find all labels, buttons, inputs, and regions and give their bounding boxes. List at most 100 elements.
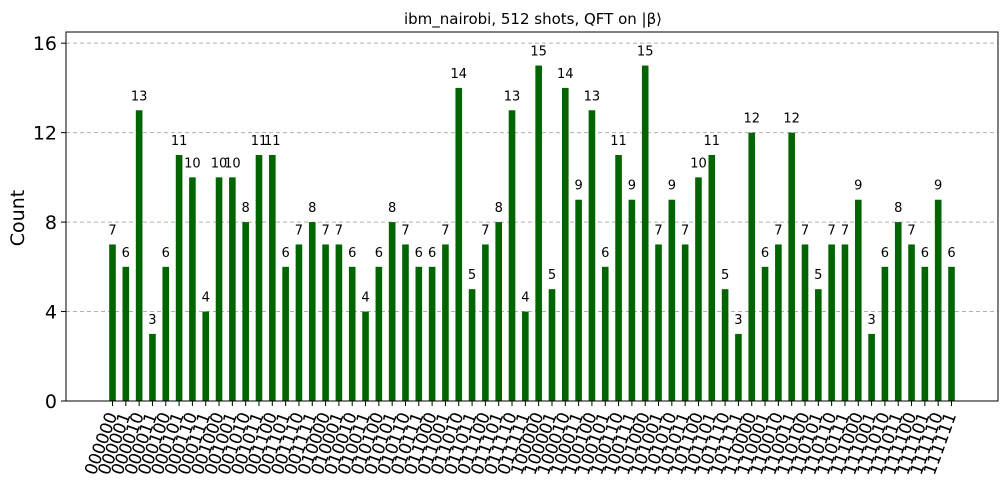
bar-value-label: 9 [628,179,636,194]
bar [415,266,423,401]
bar [508,110,516,401]
bar [868,333,875,401]
bar-value-label: 6 [375,246,383,261]
bar-value-label: 6 [947,246,955,261]
bar [135,110,143,401]
chart-title: ibm_nairobi, 512 shots, QFT on |β⟩ [404,10,662,29]
bar [295,244,303,401]
bar-value-label: 7 [441,223,449,238]
bar-value-label: 8 [495,201,503,216]
bar [761,266,769,401]
bar [588,110,596,401]
bar-value-label: 5 [548,268,556,283]
bar-value-label: 8 [308,201,316,216]
bar-value-label: 5 [814,268,822,283]
bar [801,244,809,401]
bar [894,222,902,401]
bar-value-label: 13 [504,89,521,104]
bar-value-label: 10 [184,156,201,171]
bar-value-label: 7 [828,223,836,238]
bar-value-label: 11 [264,134,281,149]
bar-value-label: 4 [521,291,529,306]
bar [615,155,622,401]
bar-value-label: 9 [574,179,582,194]
bar-value-label: 7 [108,223,116,238]
bar-value-label: 10 [211,156,228,171]
bar-value-label: 4 [361,291,369,306]
bar-value-label: 14 [557,67,574,82]
bar [575,199,582,401]
bar-value-label: 11 [704,134,721,149]
bar-value-label: 11 [251,134,268,149]
bar [428,266,436,401]
bar [482,244,489,401]
bar-value-label: 6 [122,246,130,261]
bar-value-label: 6 [921,246,929,261]
plot-frame [65,31,999,402]
bar-value-label: 7 [335,223,343,238]
bar-value-label: 6 [761,246,769,261]
bar-value-label: 6 [281,246,289,261]
bar [335,244,343,401]
bar [561,87,569,401]
bar [202,311,210,401]
bar-value-label: 6 [428,246,436,261]
bar [522,311,529,401]
bar [242,222,249,401]
bar-value-label: 11 [610,134,627,149]
bar [189,177,196,401]
bar-value-label: 4 [202,291,210,306]
bar-value-label: 10 [690,156,707,171]
bar [388,222,396,401]
bar-value-label: 3 [148,313,156,328]
bar-value-label: 9 [854,179,862,194]
bar-value-label: 13 [131,89,148,104]
bar [775,244,782,401]
bar-value-label: 9 [934,179,942,194]
bar [668,199,676,401]
bar [721,289,729,401]
bar-value-label: 3 [734,313,742,328]
bar [375,266,383,401]
bar [641,65,649,401]
bar [122,266,130,401]
bar-value-label: 7 [681,223,689,238]
bar-value-label: 7 [321,223,329,238]
y-axis-ticks: 0 4 8 12 16 [33,33,66,413]
bar [455,87,463,401]
bar [468,289,476,401]
bar [348,266,356,401]
bar [735,333,742,401]
y-tick-label: 8 [45,212,57,234]
bar-value-label: 5 [721,268,729,283]
bar [748,132,756,402]
bar-value-label: 8 [388,201,396,216]
bar [854,199,862,401]
bar [934,199,942,401]
bar-value-label: 7 [907,223,915,238]
bar [601,266,609,401]
bar-value-label: 6 [162,246,170,261]
bar-value-label: 3 [867,313,875,328]
bar [322,244,329,401]
bar-value-label: 7 [654,223,662,238]
bar-value-label: 8 [894,201,902,216]
bar-value-label: 6 [348,246,356,261]
bar [815,289,822,401]
bar [708,155,716,401]
bar-value-label: 7 [295,223,303,238]
bar [548,289,556,401]
bar-value-label: 15 [530,45,547,60]
bar-value-label: 7 [401,223,409,238]
bar-value-label: 12 [743,112,760,127]
bar-value-label: 7 [801,223,809,238]
bar-value-label: 12 [783,112,800,127]
bar-value-label: 5 [468,268,476,283]
bar-value-label: 15 [637,45,654,60]
bar [175,155,183,401]
bar [215,177,223,401]
bar-value-label: 13 [584,89,601,104]
bar-value-label: 7 [481,223,489,238]
bar [229,177,236,401]
